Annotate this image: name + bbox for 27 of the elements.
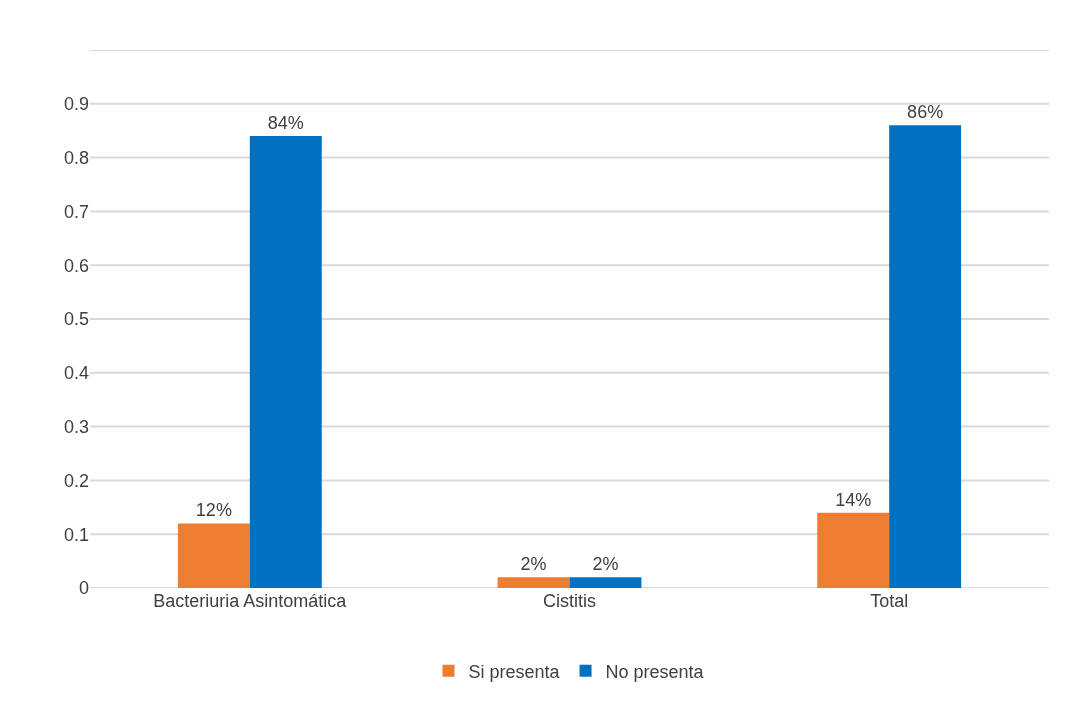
y-tick-label: 0.8 — [63, 147, 89, 168]
x-tick-label: Bacteriuria Asintomática — [153, 591, 348, 611]
y-tick-label: 0.5 — [63, 309, 89, 330]
y-tick-label: 0.1 — [63, 524, 89, 545]
y-tick-label: 0 — [78, 578, 89, 599]
y-tick-label: 0.6 — [63, 255, 89, 276]
y-tick-label: 0.3 — [63, 416, 89, 437]
data-label: 2% — [592, 554, 619, 575]
bar — [889, 125, 962, 588]
data-label: 2% — [520, 554, 547, 575]
y-tick-label: 0.2 — [63, 470, 89, 491]
legend-label: No presenta — [605, 661, 705, 682]
y-tick-label: 0.9 — [63, 94, 89, 115]
x-tick-label: Total — [870, 591, 909, 611]
data-label: 14% — [835, 489, 872, 510]
bar — [497, 577, 570, 588]
data-label: 86% — [907, 102, 944, 123]
x-tick-label: Cistitis — [543, 591, 596, 611]
bar — [249, 136, 322, 588]
y-tick-label: 0.4 — [63, 363, 89, 384]
data-label: 84% — [267, 113, 304, 134]
bar — [817, 512, 890, 588]
bar — [569, 577, 642, 588]
legend-label: Si presenta — [468, 661, 561, 682]
bar — [177, 523, 250, 588]
y-tick-label: 0.7 — [63, 201, 89, 222]
data-label: 12% — [195, 500, 232, 521]
